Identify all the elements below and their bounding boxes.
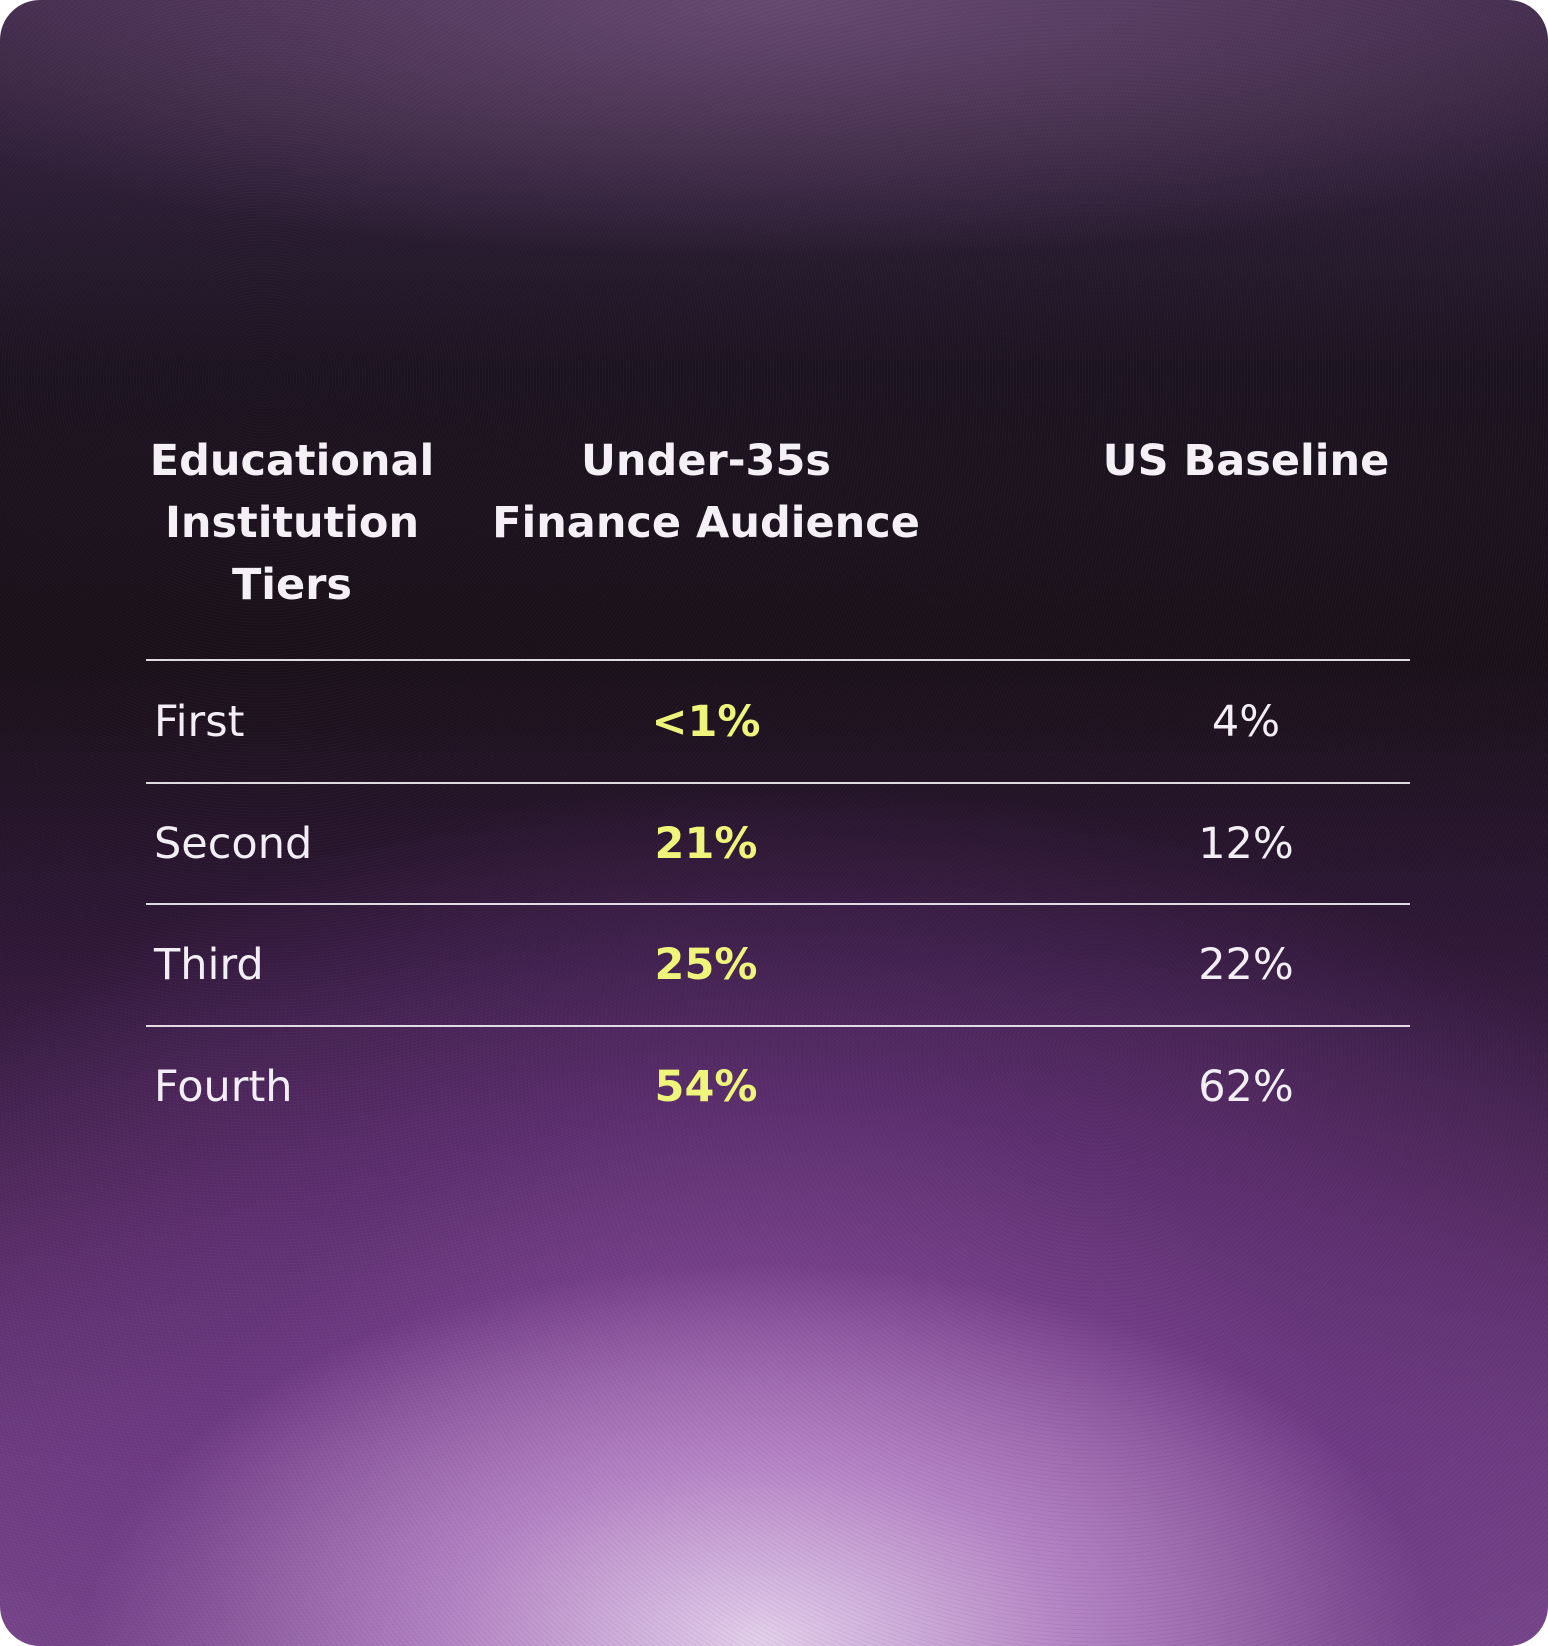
tier-cell: Third	[154, 940, 264, 990]
row-divider	[146, 903, 1410, 905]
header-audience-line: Under-35s	[581, 436, 831, 486]
header-audience-line: Finance Audience	[492, 498, 920, 548]
baseline-value: 12%	[1198, 819, 1294, 869]
baseline-value: 62%	[1198, 1062, 1294, 1112]
header-tier-line: Institution	[164, 498, 420, 548]
table-row-second: Second 21% 12%	[146, 784, 1410, 904]
header-us-baseline: US Baseline	[1026, 430, 1466, 492]
audience-value: <1%	[651, 697, 761, 747]
row-divider	[146, 782, 1410, 784]
table-row-first: First <1% 4%	[146, 662, 1410, 782]
header-baseline-line: US Baseline	[1102, 436, 1390, 486]
header-educational-institution-tiers: Educational Institution Tiers	[146, 430, 438, 616]
header-under-35s-finance-audience: Under-35s Finance Audience	[486, 430, 926, 554]
audience-value: 21%	[654, 819, 758, 869]
baseline-value: 4%	[1211, 697, 1281, 747]
tier-cell: First	[154, 697, 245, 747]
audience-value: 54%	[654, 1062, 758, 1112]
baseline-value: 22%	[1198, 940, 1294, 990]
tier-cell: Second	[154, 819, 313, 869]
header-tier-line: Educational	[149, 436, 435, 486]
header-divider	[146, 659, 1410, 661]
header-tier-line: Tiers	[231, 560, 353, 610]
audience-value: 25%	[654, 940, 758, 990]
tier-cell: Fourth	[154, 1062, 293, 1112]
row-divider	[146, 1025, 1410, 1027]
table-row-fourth: Fourth 54% 62%	[146, 1027, 1410, 1147]
table-row-third: Third 25% 22%	[146, 905, 1410, 1025]
